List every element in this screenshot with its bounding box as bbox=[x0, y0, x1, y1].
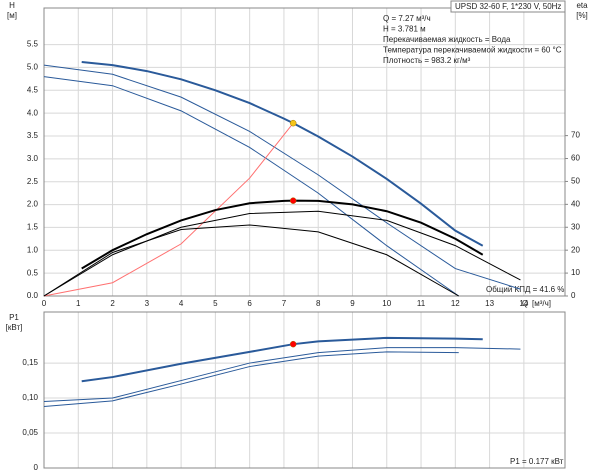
y-tick-label: 0.5 bbox=[27, 268, 39, 277]
x-tick-label: 8 bbox=[316, 299, 321, 308]
x-tick-label: 7 bbox=[282, 299, 287, 308]
y-tick-label: 4.0 bbox=[27, 108, 39, 117]
curve bbox=[43, 347, 521, 403]
y-tick-label: 0,05 bbox=[22, 428, 38, 437]
x-label: Q bbox=[522, 299, 528, 308]
x-tick-label: 2 bbox=[110, 299, 115, 308]
y-tick-label: 2.0 bbox=[27, 200, 39, 209]
y-tick-label: 1.5 bbox=[27, 223, 39, 232]
y-tick-label: 1.0 bbox=[27, 245, 39, 254]
y-label: H bbox=[9, 1, 15, 10]
model: UPSD 32-60 F, 1*230 V, 50Hz bbox=[455, 2, 561, 11]
curve bbox=[43, 76, 460, 297]
bottom-frame bbox=[43, 311, 566, 469]
efficiency-note: Общий КПД = 41.6 % bbox=[486, 285, 564, 294]
x-tick-label: 1 bbox=[76, 299, 81, 308]
x-tick-label: 3 bbox=[145, 299, 150, 308]
y-tick-label: 4.5 bbox=[27, 85, 39, 94]
y-tick-label: 0,10 bbox=[22, 393, 38, 402]
x-tick-label: 11 bbox=[417, 299, 426, 308]
power-note: P1 = 0.177 кВт bbox=[510, 457, 564, 466]
y-tick-label: 0 bbox=[34, 463, 39, 472]
y-tick-label: 5.5 bbox=[27, 40, 39, 49]
y2-tick-label: 20 bbox=[571, 245, 580, 254]
y2-tick-label: 70 bbox=[571, 131, 580, 140]
curve bbox=[81, 60, 484, 247]
y-tick-label: 0.0 bbox=[27, 291, 39, 300]
x-tick-label: 6 bbox=[247, 299, 252, 308]
curve bbox=[43, 64, 521, 290]
annotation: Температура перекачиваемой жидкости = 60… bbox=[383, 46, 562, 55]
annotation: H = 3.781 м bbox=[383, 25, 426, 34]
x-tick-label: 10 bbox=[382, 299, 391, 308]
operating-point bbox=[289, 197, 297, 204]
x-unit: [м³/ч] bbox=[532, 299, 551, 308]
operating-point bbox=[289, 119, 297, 127]
y2-label: eta bbox=[576, 1, 588, 10]
annotation: Плотность = 983.2 кг/м³ bbox=[383, 56, 471, 65]
y2-tick-label: 0 bbox=[571, 291, 576, 300]
y-label: P1 bbox=[9, 313, 19, 322]
y2-tick-label: 60 bbox=[571, 154, 580, 163]
y-unit: [м] bbox=[7, 11, 17, 20]
x-tick-label: 9 bbox=[350, 299, 355, 308]
y2-tick-label: 30 bbox=[571, 222, 580, 231]
model-box bbox=[450, 0, 566, 13]
curve bbox=[43, 224, 459, 297]
x-tick-label: 5 bbox=[213, 299, 218, 308]
curve bbox=[81, 199, 484, 270]
y-tick-label: 2.5 bbox=[27, 177, 39, 186]
top-frame bbox=[43, 7, 566, 297]
y-tick-label: 0,15 bbox=[22, 358, 38, 367]
curve bbox=[43, 351, 459, 407]
annotation: Q = 7.27 м³/ч bbox=[383, 14, 431, 23]
x-tick-label: 0 bbox=[42, 299, 47, 308]
y-tick-label: 3.5 bbox=[27, 131, 39, 140]
y2-tick-label: 10 bbox=[571, 268, 580, 277]
y2-unit: [%] bbox=[576, 11, 588, 20]
y2-tick-label: 40 bbox=[571, 199, 580, 208]
x-tick-label: 4 bbox=[179, 299, 184, 308]
x-tick-label: 14 bbox=[519, 299, 528, 308]
annotation: Перекачиваемая жидкость = Вода bbox=[383, 35, 511, 44]
curve bbox=[81, 336, 483, 383]
y-unit: [кВт] bbox=[6, 323, 23, 332]
y2-tick-label: 50 bbox=[571, 177, 580, 186]
curve bbox=[43, 122, 294, 297]
curve bbox=[43, 210, 521, 297]
y-tick-label: 3.0 bbox=[27, 154, 39, 163]
y-tick-label: 5.0 bbox=[27, 63, 39, 72]
operating-point bbox=[289, 340, 297, 348]
x-tick-label: 13 bbox=[485, 299, 494, 308]
x-tick-label: 12 bbox=[451, 299, 460, 308]
